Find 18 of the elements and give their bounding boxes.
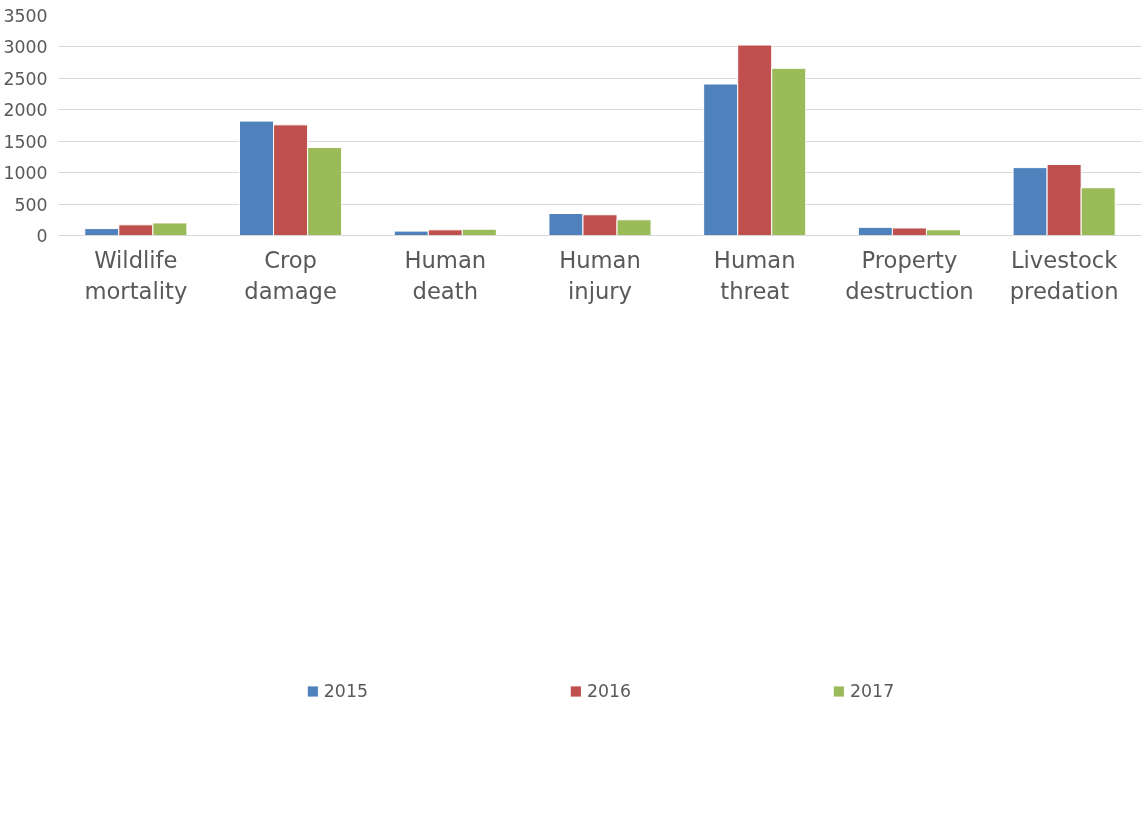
x-tick-label: Human threat xyxy=(713,246,796,304)
x-tick-label: Property destruction xyxy=(845,246,974,304)
legend-label: 2017 xyxy=(850,681,895,701)
legend-label: 2015 xyxy=(323,681,368,701)
y-tick-label: 3000 xyxy=(3,37,48,58)
y-tick-label: 0 xyxy=(36,226,48,246)
legend-label: 2016 xyxy=(586,681,632,701)
y-tick-label: 3500 xyxy=(3,6,48,26)
y-tick-label: 1000 xyxy=(3,163,48,184)
y-tick-label: 500 xyxy=(14,194,48,215)
x-tick-label: Livestock predation xyxy=(1009,246,1119,304)
y-tick-label: 2000 xyxy=(3,100,48,121)
x-tick-label: Wildlife mortality xyxy=(84,246,188,304)
x-tick-label: Crop damage xyxy=(244,246,337,304)
y-tick-label: 1500 xyxy=(3,131,48,152)
x-tick-label: Human injury xyxy=(559,246,641,304)
x-tick-label: Human death xyxy=(404,246,487,304)
y-tick-label: 2500 xyxy=(3,68,48,89)
